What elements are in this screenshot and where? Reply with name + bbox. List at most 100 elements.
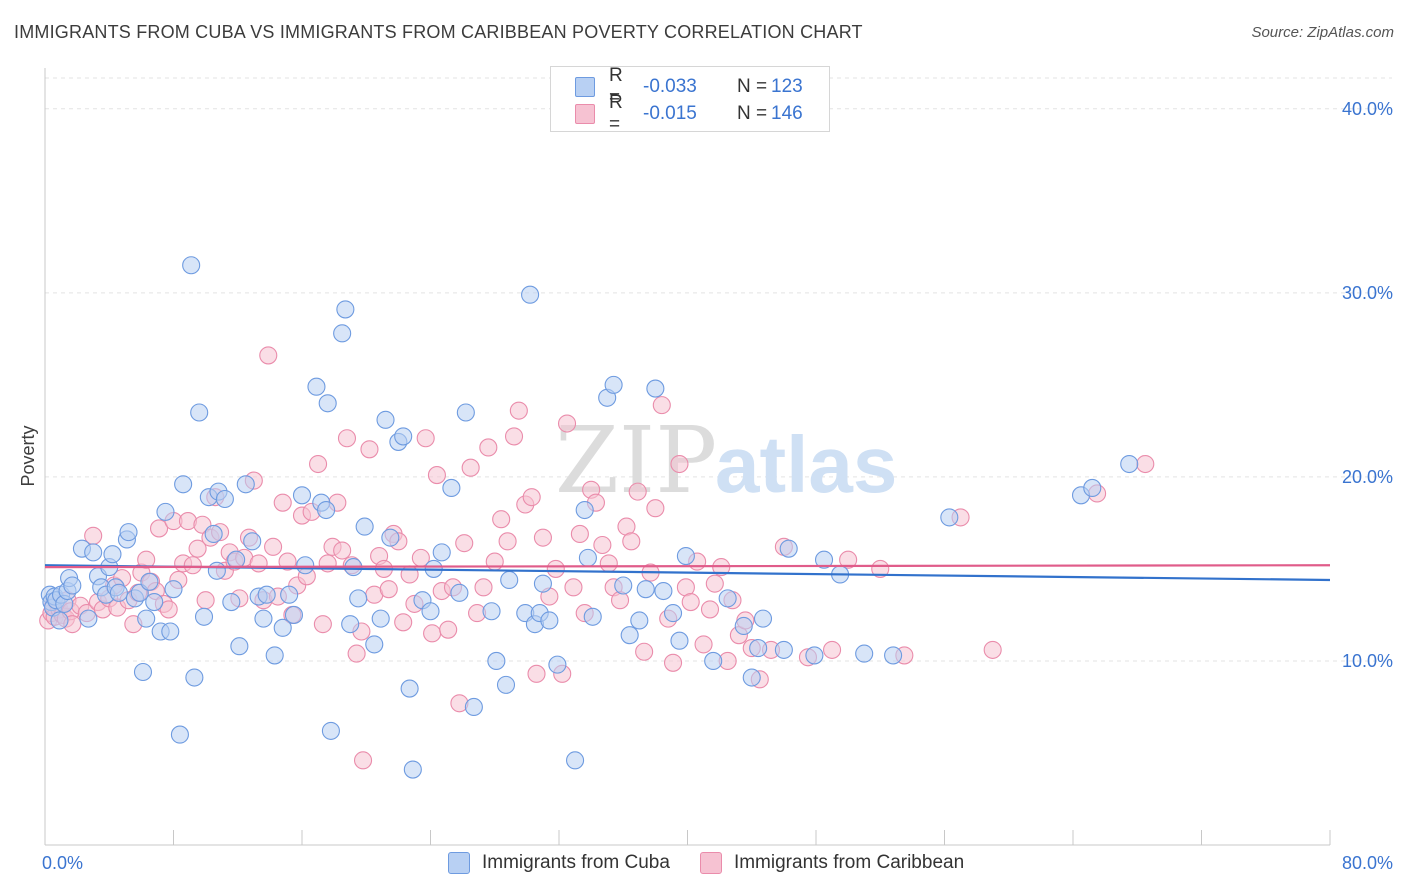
cuba-point [704, 651, 723, 671]
carib-point [533, 528, 552, 547]
carib-point [599, 554, 618, 573]
cuba-point [280, 585, 299, 604]
y-tick-label: 20.0% [1342, 467, 1393, 487]
cuba-point [63, 576, 82, 595]
carib-point [474, 578, 493, 597]
cuba-point [254, 609, 273, 628]
cuba-point [182, 256, 201, 275]
carib-point [159, 600, 178, 619]
cuba-point [185, 668, 204, 687]
carib-point [705, 574, 724, 593]
carib-point [427, 466, 446, 485]
cuba-point [318, 394, 337, 413]
cuba-point [614, 576, 633, 595]
carib-point [492, 510, 511, 529]
cuba-point [630, 611, 649, 630]
legend-swatch-carib [575, 104, 595, 124]
cuba-point [376, 410, 395, 429]
watermark-atlas: atlas [715, 420, 897, 509]
cuba-point [381, 528, 400, 547]
cuba-point [403, 760, 422, 779]
watermark: ZIP atlas [555, 407, 897, 514]
cuba-point [521, 285, 540, 304]
cuba-point [779, 539, 798, 558]
cuba-point [170, 725, 189, 744]
cuba-point [292, 486, 312, 505]
legend-n-value-carib: 146 [771, 103, 803, 124]
chart-title: IMMIGRANTS FROM CUBA VS IMMIGRANTS FROM … [14, 22, 863, 42]
carib-point [823, 640, 842, 659]
series-legend: Immigrants from Cuba Immigrants from Car… [448, 852, 994, 874]
legend-row-cuba: R = -0.033 N = 123 [575, 65, 803, 108]
cuba-point [1083, 478, 1102, 497]
carib-point [622, 532, 641, 551]
carib-point [557, 414, 577, 433]
carib-point [522, 488, 541, 507]
legend-label-cuba: Immigrants from Cuba [482, 852, 670, 873]
cuba-point [164, 580, 183, 599]
cuba-point [676, 546, 695, 566]
carib-point [379, 580, 398, 599]
carib-point [694, 635, 713, 654]
y-tick-label: 10.0% [1342, 651, 1393, 671]
cuba-point [753, 609, 773, 628]
carib-trend-line [44, 564, 1331, 569]
cuba-point [140, 572, 159, 591]
cuba-point [236, 475, 255, 494]
carib-point [313, 615, 332, 634]
carib-point [479, 438, 498, 457]
legend-item-cuba[interactable]: Immigrants from Cuba [448, 852, 670, 874]
cuba-point [482, 602, 501, 621]
cuba-point [273, 618, 292, 637]
carib-point [423, 624, 442, 643]
cuba-point [161, 622, 180, 641]
y-axis-label: Poverty [18, 425, 38, 486]
cuba-point [855, 644, 874, 663]
cuba-point [265, 646, 284, 665]
legend-swatch-cuba [448, 852, 470, 874]
carib-point [249, 554, 268, 573]
legend-item-carib[interactable]: Immigrants from Caribbean [699, 852, 965, 874]
carib-point [700, 600, 720, 619]
cuba-point [548, 655, 567, 674]
cuba-point [400, 679, 419, 698]
cuba-point [496, 675, 516, 694]
cuba-point [620, 626, 639, 645]
y-tick-labels: 10.0% 20.0% 30.0% 40.0% [1342, 99, 1393, 671]
carib-point [188, 539, 207, 558]
cuba-point [394, 427, 413, 446]
cuba-point [119, 523, 138, 542]
axes [44, 68, 1331, 846]
x-tick-min: 0.0% [42, 853, 83, 873]
cuba-point [670, 631, 689, 650]
carib-point [347, 644, 366, 663]
cuba-point [227, 550, 246, 569]
legend-label-carib: Immigrants from Caribbean [733, 852, 965, 873]
x-tick-max: 80.0% [1342, 853, 1393, 873]
carib-point [309, 454, 328, 474]
cuba-point [371, 609, 390, 628]
carib-point [593, 535, 612, 555]
legend-r-label: R = [609, 92, 623, 135]
carib-point [273, 493, 292, 512]
cuba-point [749, 639, 768, 658]
cuba-point [636, 580, 655, 599]
carib-point [663, 653, 683, 672]
cuba-point [940, 508, 959, 527]
cuba-point [450, 583, 469, 602]
cuba-point [355, 517, 374, 536]
cuba-point [566, 751, 585, 770]
carib-point [416, 429, 435, 448]
cuba-point [103, 545, 122, 564]
carib-point [646, 499, 665, 518]
cuba-point [257, 585, 276, 604]
cuba-point [190, 403, 209, 422]
carib-point [196, 591, 215, 610]
cuba-point [109, 583, 128, 602]
cuba-point [718, 589, 737, 608]
carib-point [264, 537, 283, 556]
cuba-point [774, 640, 793, 659]
trend-lines [44, 564, 1331, 582]
legend-n-label: N = [737, 76, 768, 97]
